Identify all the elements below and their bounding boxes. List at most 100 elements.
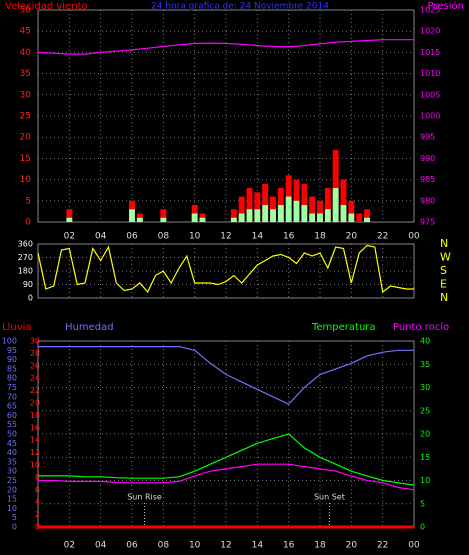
bar <box>348 200 355 222</box>
y-tick-label: 35 <box>20 69 31 79</box>
bar <box>262 183 269 222</box>
y-tick-label: S <box>440 264 447 277</box>
y-tick-label: 8 <box>35 473 40 482</box>
x-tick-label: 22 <box>377 232 388 242</box>
y-tick-label: 40 <box>7 448 17 457</box>
series-line <box>37 39 414 55</box>
y-tick-label: 90 <box>23 280 33 289</box>
y-tick-label: 0 <box>35 523 40 532</box>
y-tick-label: 25 <box>420 406 430 415</box>
series-line <box>38 433 415 486</box>
y-tick-label: 20 <box>7 485 17 494</box>
y-tick-label: 55 <box>7 420 17 429</box>
series-line <box>38 346 414 405</box>
legend-label: Temperatura <box>311 322 376 333</box>
bar <box>301 183 308 222</box>
y-tick-label: 2 <box>35 510 40 519</box>
x-tick-label: 00 <box>408 541 420 551</box>
y-tick-label: 20 <box>30 399 40 408</box>
y-tick-label: 70 <box>7 392 17 401</box>
annotation: Sun Set <box>314 493 345 502</box>
bar <box>262 205 269 222</box>
bar <box>191 213 198 222</box>
y-tick-label: 975 <box>420 218 435 227</box>
y-tick-label: 90 <box>7 355 17 364</box>
y-tick-label: 360 <box>18 240 33 249</box>
annotation: Sun Rise <box>127 493 162 502</box>
x-tick-label: 04 <box>95 232 107 242</box>
x-tick-label: 10 <box>189 541 201 551</box>
bar <box>246 209 253 222</box>
y-tick-label: 995 <box>420 133 435 142</box>
y-tick-label: 65 <box>7 402 17 411</box>
x-tick-label: 18 <box>314 541 326 551</box>
bar <box>309 213 316 222</box>
y-tick-label: 22 <box>30 386 40 395</box>
y-tick-label: 1010 <box>420 69 440 78</box>
bar <box>160 217 167 222</box>
y-tick-label: N <box>440 237 448 250</box>
y-tick-label: 10 <box>30 461 40 470</box>
y-tick-label: 28 <box>30 349 40 358</box>
bar <box>270 209 276 222</box>
x-tick-label: 00 <box>408 232 420 242</box>
y-tick-label: 25 <box>20 112 31 122</box>
y-tick-label: 985 <box>420 175 435 184</box>
bar <box>317 200 323 222</box>
bar <box>301 205 308 222</box>
y-tick-label: 18 <box>30 411 40 420</box>
y-tick-label: 1015 <box>420 48 440 57</box>
bar <box>160 209 167 222</box>
bar <box>254 209 261 222</box>
x-tick-label: 12 <box>220 232 231 242</box>
y-tick-label: 10 <box>20 175 32 185</box>
chart-title: 24 hora grafica de: 24 Noviembre 2014 <box>151 2 329 12</box>
bar <box>293 200 300 222</box>
y-tick-label: 45 <box>7 439 17 448</box>
bar <box>238 213 245 222</box>
legend-label: Velocidad viento <box>5 1 88 12</box>
y-tick-label: 0 <box>28 294 33 303</box>
bar <box>66 209 73 222</box>
y-tick-label: 1020 <box>420 27 440 36</box>
y-tick-label: 85 <box>7 364 17 373</box>
y-tick-label: W <box>440 251 451 264</box>
y-tick-label: 0 <box>12 523 17 532</box>
x-tick-label: 06 <box>126 232 138 242</box>
y-tick-label: 5 <box>25 196 31 206</box>
legend-label: Lluvia <box>2 322 32 333</box>
bar <box>66 217 73 222</box>
y-tick-label: 20 <box>420 430 430 439</box>
y-tick-label: 80 <box>7 374 17 383</box>
bar <box>254 192 261 222</box>
y-tick-label: 24 <box>30 374 40 383</box>
y-tick-label: 95 <box>7 346 17 355</box>
x-tick-label: 08 <box>158 232 170 242</box>
bar <box>199 217 206 222</box>
y-tick-label: 12 <box>30 448 40 457</box>
bar <box>136 217 143 222</box>
bar <box>285 196 292 222</box>
y-tick-label: 30 <box>420 383 430 392</box>
legend-label: Presión <box>428 0 464 12</box>
y-tick-label: 30 <box>7 467 17 476</box>
bar <box>246 188 253 222</box>
x-tick-label: 14 <box>252 541 264 551</box>
y-tick-label: 45 <box>20 27 31 37</box>
bar <box>309 196 316 222</box>
y-tick-label: N <box>440 291 448 304</box>
x-tick-label: 02 <box>64 232 75 242</box>
bar <box>332 149 339 222</box>
x-tick-label: 06 <box>126 541 138 551</box>
y-tick-label: 40 <box>20 48 32 58</box>
y-tick-label: 1000 <box>420 112 440 121</box>
series-line <box>37 244 414 294</box>
x-tick-label: 10 <box>189 232 201 242</box>
bar <box>332 188 339 222</box>
x-tick-label: 20 <box>346 232 358 242</box>
y-tick-label: 6 <box>35 485 40 494</box>
y-tick-label: 10 <box>7 504 17 513</box>
y-tick-label: 4 <box>35 498 40 507</box>
y-tick-label: 75 <box>7 383 17 392</box>
